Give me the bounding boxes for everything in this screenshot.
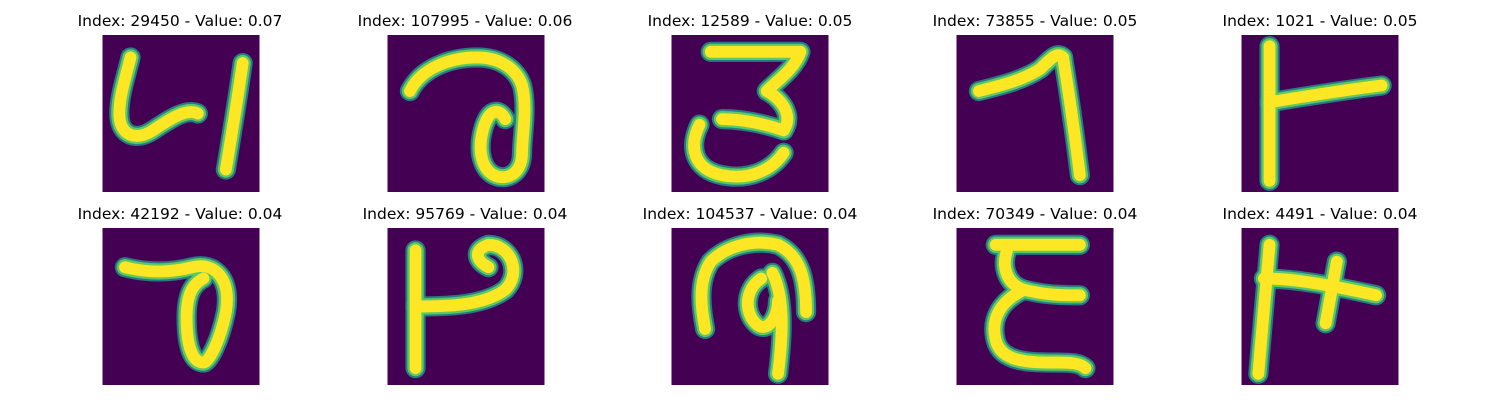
sample-title: Index: 29450 - Value: 0.07: [77, 12, 283, 30]
digit-stroke: [409, 238, 520, 313]
sample-title: Index: 12589 - Value: 0.05: [647, 12, 853, 30]
digit-stroke: [1258, 272, 1382, 302]
digit-image: [102, 228, 260, 385]
digit-stroke: [219, 57, 249, 176]
sample-title: Index: 1021 - Value: 0.05: [1222, 12, 1418, 30]
digit-stroke: [1252, 238, 1276, 380]
digit-image: [1241, 228, 1399, 385]
sample-title: Index: 95769 - Value: 0.04: [362, 205, 568, 223]
digit-image: [387, 228, 545, 385]
digit-stroke: [988, 283, 1092, 375]
digit-image: [671, 35, 829, 192]
digit-stroke: [695, 236, 812, 335]
digit-stroke: [1319, 255, 1343, 330]
digit-image: [956, 35, 1114, 192]
digit-stroke: [1263, 79, 1388, 109]
digit-stroke: [113, 51, 204, 142]
digit-image: [671, 228, 829, 385]
digit-image: [956, 228, 1114, 385]
digit-image: [102, 35, 260, 192]
sample-title: Index: 104537 - Value: 0.04: [642, 205, 858, 223]
digit-stroke: [119, 260, 233, 369]
digit-image: [387, 35, 545, 192]
digit-stroke: [1057, 51, 1086, 182]
digit-stroke: [716, 113, 790, 137]
digit-stroke: [688, 118, 790, 183]
digit-stroke: [404, 51, 531, 184]
sample-title: Index: 70349 - Value: 0.04: [932, 205, 1138, 223]
digit-image: [1241, 35, 1399, 192]
digit-stroke: [742, 272, 784, 333]
sample-title: Index: 107995 - Value: 0.06: [357, 12, 573, 30]
digit-stroke: [704, 45, 807, 137]
sample-title: Index: 73855 - Value: 0.05: [932, 12, 1138, 30]
sample-title: Index: 42192 - Value: 0.04: [77, 205, 283, 223]
sample-title: Index: 4491 - Value: 0.04: [1222, 205, 1418, 223]
